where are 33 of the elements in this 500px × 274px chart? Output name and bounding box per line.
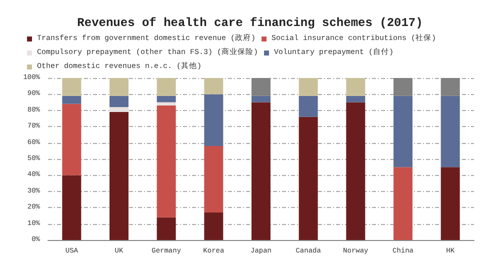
bar bbox=[62, 96, 82, 104]
bar bbox=[298, 96, 318, 117]
bar bbox=[252, 102, 270, 240]
chart-title: Revenues of health care financing schemes (2017) bbox=[77, 16, 423, 30]
bar bbox=[156, 217, 176, 240]
bar bbox=[110, 78, 128, 96]
bar bbox=[394, 167, 412, 240]
bar bbox=[440, 167, 460, 240]
bar bbox=[394, 78, 412, 96]
bar bbox=[62, 175, 82, 240]
bar bbox=[110, 107, 128, 112]
bar bbox=[440, 78, 460, 96]
bar bbox=[252, 78, 270, 96]
bar bbox=[110, 112, 128, 240]
bar bbox=[204, 146, 224, 212]
bar bbox=[204, 78, 224, 94]
bar bbox=[346, 102, 366, 240]
bar bbox=[394, 96, 412, 168]
bar bbox=[110, 96, 128, 108]
bar bbox=[252, 96, 270, 102]
bar bbox=[204, 212, 224, 240]
bar bbox=[156, 78, 176, 96]
bar bbox=[156, 102, 176, 106]
bar bbox=[440, 96, 460, 168]
bar bbox=[346, 96, 366, 102]
bar bbox=[156, 96, 176, 102]
bar bbox=[62, 104, 82, 176]
bar bbox=[298, 78, 318, 96]
bar bbox=[156, 106, 176, 218]
bar bbox=[62, 78, 82, 96]
bar bbox=[298, 116, 318, 240]
bar bbox=[346, 78, 366, 96]
bar bbox=[204, 94, 224, 146]
